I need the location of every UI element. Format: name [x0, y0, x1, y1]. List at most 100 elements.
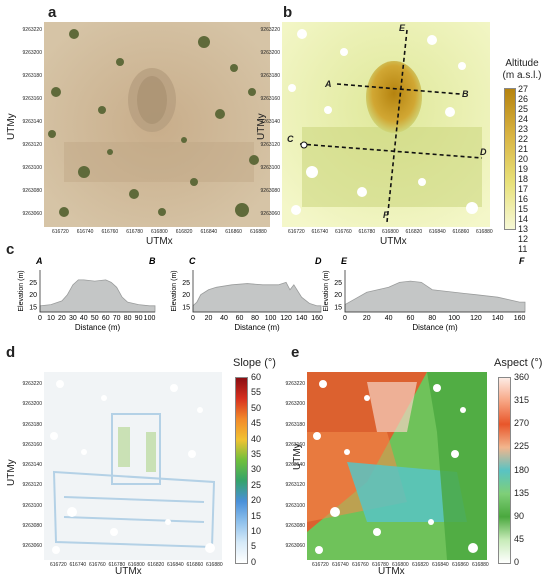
profile-label-c: C — [287, 134, 294, 144]
panel-d-ylabel: UTMy — [6, 459, 17, 486]
utm-x-tick: 616840 — [200, 229, 218, 235]
utm-x-tick: 616820 — [147, 562, 165, 568]
altitude-tick: 19 — [518, 164, 529, 174]
utm-y-tick: 9263080 — [22, 522, 42, 529]
slope-tick: 15 — [251, 510, 262, 521]
utm-y-tick: 9263160 — [22, 441, 42, 448]
utm-x-tick: 616760 — [352, 562, 369, 568]
altitude-tick: 12 — [518, 234, 529, 244]
slope-tick: 25 — [251, 479, 262, 490]
utm-y-tick: 9263100 — [285, 502, 305, 509]
profile-end-label: D — [315, 256, 322, 266]
aspect-map-image — [307, 372, 487, 560]
profile-start-label: A — [35, 256, 43, 266]
slope-colorbar — [235, 377, 248, 564]
slope-colorbar-ticks: 60 55 50 45 40 35 30 25 20 15 10 5 0 — [251, 372, 261, 567]
utm-y-tick: 9263180 — [22, 73, 42, 79]
profile-x-tick: 80 — [428, 315, 436, 322]
utm-x-tick: 616740 — [311, 229, 329, 235]
utm-x-tick: 616860 — [452, 562, 469, 568]
utm-x-tick: 616720 — [312, 562, 329, 568]
panel-e-xlabel: UTMx — [378, 566, 405, 577]
utm-y-tick: 9263200 — [285, 401, 305, 408]
profile-x-tick: 120 — [280, 315, 292, 322]
aerial-photo-image — [44, 22, 270, 227]
altitude-tick: 25 — [518, 104, 529, 114]
profile-y-tick: 20 — [29, 292, 37, 299]
slope-tick: 40 — [251, 433, 262, 444]
utm-x-tick: 616860 — [452, 229, 470, 235]
altitude-tick: 11 — [518, 244, 528, 254]
profile-y-tick: 15 — [334, 305, 342, 312]
utm-y-tick: 9263160 — [285, 441, 305, 448]
utm-x-tick: 616880 — [250, 229, 267, 235]
slope-tick: 50 — [251, 402, 262, 413]
utm-x-tick: 616720 — [52, 229, 69, 235]
utm-x-tick: 616880 — [472, 562, 489, 568]
utm-y-tick: 9263180 — [22, 421, 42, 428]
slope-tick: 55 — [251, 387, 262, 398]
profile-1: 0 20 40 60 80 100 120 140 160 15 20 25 Distance (m) E… — [171, 256, 323, 332]
altitude-tick: 16 — [518, 194, 529, 204]
profile-area — [192, 281, 322, 313]
utm-x-tick: 616840 — [167, 562, 184, 568]
slope-tick: 10 — [251, 526, 262, 537]
profile-y-tick: 15 — [29, 305, 37, 312]
utm-x-tick: 616860 — [186, 562, 204, 568]
slope-tick: 0 — [251, 556, 257, 567]
utm-x-tick: 616760 — [89, 562, 106, 568]
profile-x-tick: 80 — [251, 315, 259, 322]
panel-b-ylabel: UTMy — [256, 113, 267, 140]
utm-y-tick: 9263100 — [260, 165, 280, 171]
profile-x-tick: 60 — [407, 315, 415, 322]
panel-d-letter: d — [6, 344, 16, 361]
utm-x-tick: 616820 — [175, 229, 193, 235]
profile-xlabel: Distance (m) — [75, 323, 121, 332]
profile-x-tick: 40 — [385, 315, 393, 322]
slope-tick: 60 — [251, 372, 262, 382]
utm-x-tick: 616800 — [151, 229, 168, 235]
profile-x-tick: 80 — [124, 315, 132, 322]
utm-x-tick: 616720 — [50, 562, 67, 568]
aspect-tick: 225 — [514, 441, 530, 452]
utm-y-tick: 9263220 — [260, 27, 280, 33]
utm-x-tick: 616820 — [405, 229, 423, 235]
utm-x-tick: 616760 — [101, 229, 119, 235]
aspect-tick: 270 — [514, 418, 530, 429]
utm-y-tick: 9263060 — [285, 543, 305, 549]
utm-x-tick: 616860 — [225, 229, 242, 235]
slope-tick: 35 — [251, 449, 262, 460]
altitude-tick: 15 — [518, 204, 529, 214]
aspect-map — [307, 372, 487, 560]
panel-b-xlabel: UTMx — [380, 236, 407, 247]
utm-y-tick: 9263220 — [22, 27, 42, 33]
utm-y-tick: 9263160 — [22, 96, 42, 102]
profile-x-tick: 90 — [135, 315, 143, 322]
profile-y-tick: 25 — [334, 280, 342, 287]
altitude-colorbar-title: Altitude (m a.s.l.) — [502, 58, 542, 81]
utm-x-tick: 616740 — [76, 229, 94, 235]
panel-a-xlabel: UTMx — [146, 236, 173, 247]
altitude-tick: 13 — [518, 224, 529, 234]
profile-x-tick: 60 — [102, 315, 110, 322]
aspect-colorbar-title: Aspect (°) — [494, 357, 543, 369]
profile-axes — [344, 270, 525, 313]
slope-map — [44, 372, 222, 560]
slope-tick: 30 — [251, 464, 262, 475]
utm-y-tick: 9263200 — [22, 401, 42, 408]
altitude-map-image — [282, 22, 490, 227]
altitude-tick: 14 — [518, 214, 529, 224]
utm-x-tick: 616800 — [128, 562, 145, 568]
utm-x-tick: 616840 — [429, 229, 446, 235]
profile-x-tick: 160 — [311, 315, 323, 322]
profile-y-tick: 20 — [334, 292, 342, 299]
slope-tick: 45 — [251, 418, 262, 429]
utm-y-tick: 9263200 — [260, 50, 280, 56]
profile-end-label: B — [149, 256, 156, 266]
profile-x-tick: 20 — [58, 315, 66, 322]
profile-y-tick: 25 — [29, 280, 37, 287]
profile-x-tick: 0 — [38, 315, 42, 322]
altitude-tick: 21 — [518, 144, 529, 154]
utm-x-tick: 616720 — [288, 229, 305, 235]
